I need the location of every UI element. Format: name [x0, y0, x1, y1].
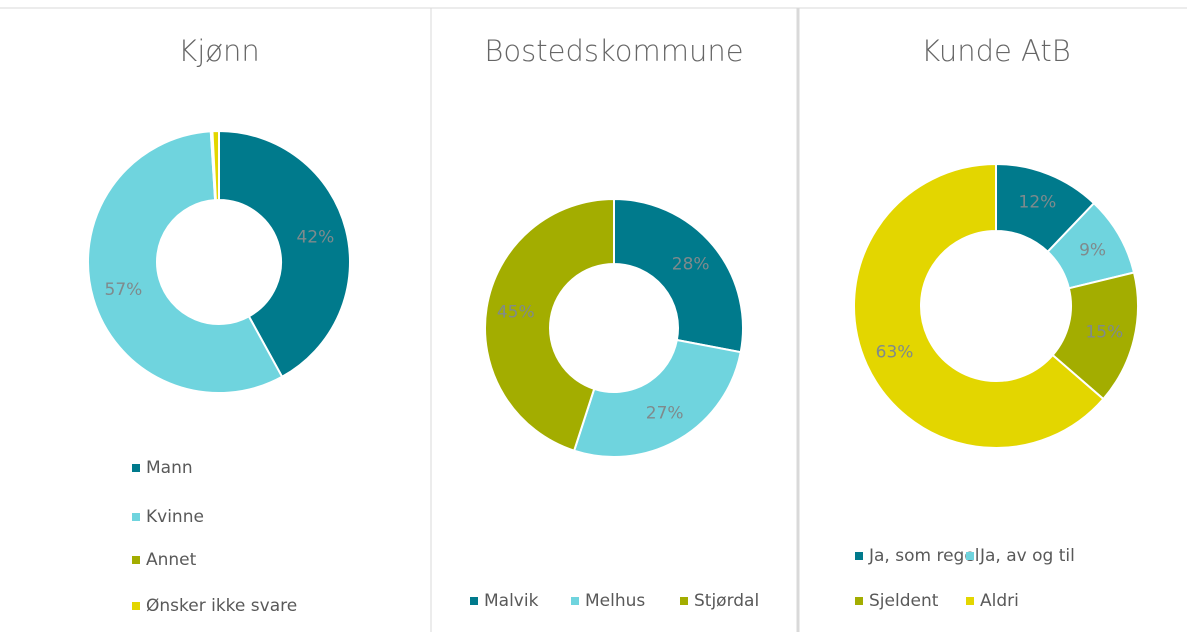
legend-label: Annet [146, 550, 197, 570]
legend-label: Melhus [585, 591, 645, 611]
legend-swatch [855, 552, 863, 560]
legend-swatch [571, 597, 579, 605]
data-label: 9% [1079, 240, 1106, 260]
legend-swatch [966, 597, 974, 605]
slice [218, 129, 351, 379]
slice [613, 197, 744, 354]
data-label: 42% [296, 227, 334, 247]
slice [211, 129, 220, 202]
legend-swatch [132, 556, 140, 564]
legend-label: Mann [146, 458, 193, 478]
chart-title: Kunde AtB [921, 34, 1071, 68]
legend-label: Kvinne [146, 507, 204, 527]
legend-label: Ja, av og til [979, 546, 1075, 566]
legend-label: Stjørdal [694, 591, 759, 611]
data-label: 12% [1019, 192, 1057, 212]
slice [572, 338, 742, 458]
data-label: 28% [672, 255, 710, 275]
data-label: 63% [876, 342, 914, 362]
legend-label: Aldri [980, 591, 1019, 611]
legend-swatch [855, 597, 863, 605]
data-label: 45% [497, 302, 535, 322]
legend-label: Ønsker ikke svare [146, 596, 297, 616]
data-label: 15% [1085, 322, 1123, 342]
slice [484, 197, 615, 452]
legend-swatch [132, 513, 140, 521]
legend-swatch [132, 602, 140, 610]
legend-swatch [470, 597, 478, 605]
legend-label: Ja, som regel [868, 546, 980, 566]
legend-label: Malvik [484, 591, 539, 611]
legend-swatch [680, 597, 688, 605]
slice [853, 162, 1105, 449]
chart-title: Bostedskommune [484, 34, 743, 68]
legend-label: Sjeldent [869, 591, 939, 611]
data-label: 57% [105, 280, 143, 300]
slice [87, 130, 284, 394]
data-label: 27% [646, 404, 684, 424]
legend-swatch [966, 552, 974, 560]
chart-title: Kjønn [178, 34, 260, 68]
legend-swatch [132, 464, 140, 472]
